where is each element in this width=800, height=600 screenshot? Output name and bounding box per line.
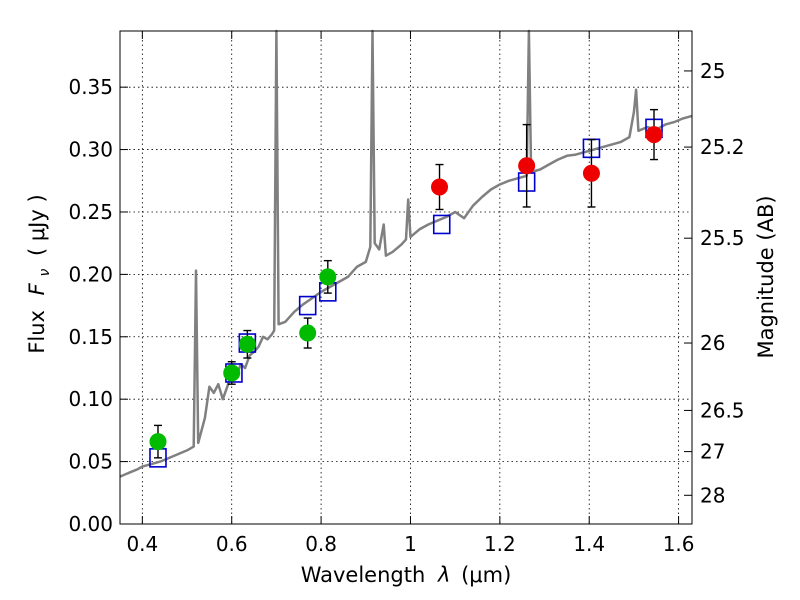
- red-data-point: [518, 157, 536, 175]
- green-data-point: [299, 324, 317, 342]
- y-tick-label: 0.05: [68, 450, 113, 474]
- x-tick-label: 0.6: [216, 532, 248, 556]
- y2-tick-label: 25: [700, 59, 725, 83]
- red-data-point: [431, 178, 449, 196]
- grid: [120, 31, 692, 525]
- green-data-point: [149, 433, 167, 451]
- y2-axis-ticks: 25 25.2 25.5 26 26.5 27 28: [684, 59, 745, 507]
- y-axis-label-symbol-sub: ν: [37, 269, 53, 277]
- points-layer: [149, 108, 663, 468]
- y2-tick-label: 27: [700, 440, 725, 464]
- green-data-point: [223, 364, 241, 382]
- spectrum-layer: [119, 29, 693, 478]
- y-axis-label-unit: ( μJy ): [25, 194, 49, 256]
- x-axis-label-text: Wavelength: [301, 563, 426, 587]
- y2-tick-label: 26.5: [700, 398, 745, 422]
- y-tick-label: 0.10: [68, 387, 113, 411]
- model-square: [298, 295, 317, 316]
- red-data-point: [582, 164, 600, 182]
- x-tick-label: 1.2: [484, 532, 516, 556]
- green-data-point: [319, 268, 337, 286]
- y-tick-label: 0.25: [68, 200, 113, 224]
- x-tick-label: 0.4: [126, 532, 158, 556]
- x-tick-label: 1.6: [663, 532, 695, 556]
- y2-tick-label: 25.2: [700, 135, 745, 159]
- x-tick-label: 1.4: [573, 532, 605, 556]
- y2-axis-label: Magnitude (AB): [754, 195, 778, 358]
- spectrum-line: [119, 29, 693, 478]
- y-tick-label: 0.20: [68, 262, 113, 286]
- y-tick-label: 0.15: [68, 325, 113, 349]
- y-tick-label: 0.00: [68, 512, 113, 536]
- y-axis-ticks: 0.00 0.05 0.10 0.15 0.20 0.25 0.30 0.35: [68, 75, 128, 536]
- y-axis-label: Flux F ν ( μJy ): [25, 194, 54, 353]
- y-tick-label: 0.35: [68, 75, 113, 99]
- green-data-point: [238, 335, 256, 353]
- plot-area: [120, 31, 692, 524]
- x-axis-ticks: 0.4 0.6 0.8 1 1.2 1.4 1.6: [126, 31, 695, 556]
- y2-tick-label: 28: [700, 483, 725, 507]
- x-axis-label: Wavelength λ (μm): [301, 563, 512, 587]
- x-axis-label-unit: (μm): [461, 563, 511, 587]
- model-square: [432, 214, 451, 235]
- plot-frame: [119, 30, 693, 525]
- x-axis-label-symbol: λ: [437, 563, 450, 587]
- y-axis-label-text: Flux: [25, 310, 49, 354]
- x-tick-label: 0.8: [305, 532, 337, 556]
- y-axis-label-symbol: F: [25, 282, 49, 295]
- red-data-point: [645, 126, 663, 144]
- x-tick-label: 1: [404, 532, 417, 556]
- y2-tick-label: 25.5: [700, 226, 745, 250]
- y2-tick-label: 26: [700, 331, 725, 355]
- y-tick-label: 0.30: [68, 138, 113, 162]
